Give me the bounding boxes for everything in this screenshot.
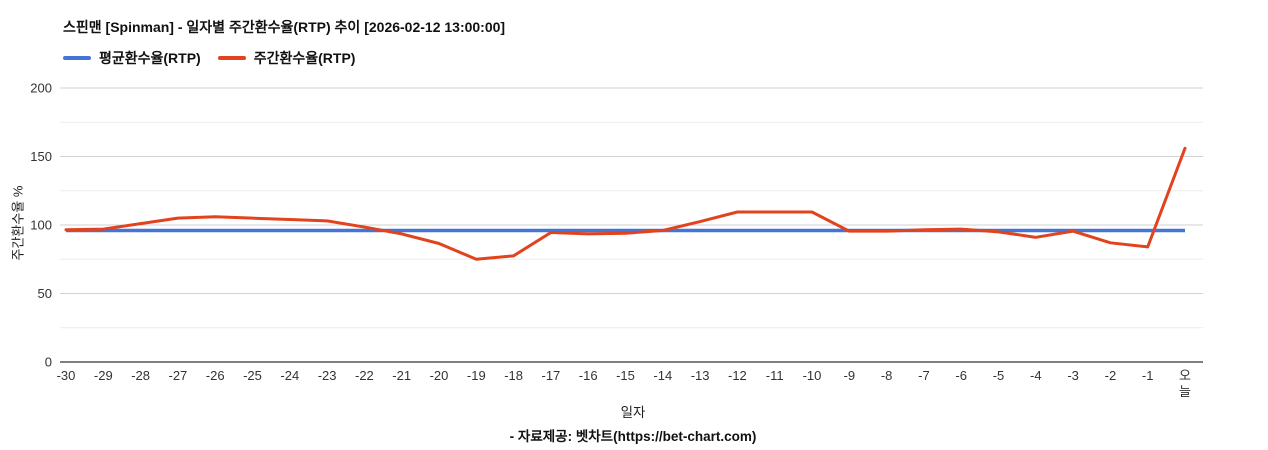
legend-label-weekly-rtp: 주간환수율(RTP) bbox=[253, 50, 356, 66]
x-tick-label: -22 bbox=[355, 368, 374, 383]
x-tick-label: -4 bbox=[1030, 368, 1042, 383]
x-tick-label: -24 bbox=[280, 368, 299, 383]
x-tick-label: -19 bbox=[467, 368, 486, 383]
x-tick-label: -20 bbox=[430, 368, 449, 383]
x-tick-label: -16 bbox=[579, 368, 598, 383]
x-tick-label: -29 bbox=[94, 368, 113, 383]
footer-credit: - 자료제공: 벳차트(https://bet-chart.com) bbox=[509, 429, 757, 444]
y-tick-label: 50 bbox=[38, 286, 52, 301]
x-tick-label: -8 bbox=[881, 368, 893, 383]
x-tick-label: -7 bbox=[918, 368, 930, 383]
x-tick-label: -28 bbox=[131, 368, 150, 383]
x-tick-label: -1 bbox=[1142, 368, 1154, 383]
x-tick-label: -2 bbox=[1105, 368, 1117, 383]
weekly-rtp-line bbox=[64, 146, 1187, 261]
x-tick-label: -3 bbox=[1067, 368, 1079, 383]
x-tick-label: -23 bbox=[318, 368, 337, 383]
x-tick-label: -27 bbox=[169, 368, 188, 383]
legend-item-average-rtp[interactable]: 평균환수율(RTP) bbox=[63, 48, 201, 68]
x-tick-label: -11 bbox=[766, 368, 784, 383]
x-tick-label: -26 bbox=[206, 368, 225, 383]
legend-label-average-rtp: 평균환수율(RTP) bbox=[99, 50, 201, 66]
x-tick-label: -13 bbox=[691, 368, 710, 383]
legend-item-weekly-rtp[interactable]: 주간환수율(RTP) bbox=[217, 48, 356, 68]
x-tick-label: -21 bbox=[392, 368, 411, 383]
x-tick-label: -5 bbox=[993, 368, 1005, 383]
x-tick-label: -25 bbox=[243, 368, 262, 383]
y-tick-label: 200 bbox=[30, 81, 52, 96]
x-tick-label: -30 bbox=[57, 368, 76, 383]
legend: 평균환수율(RTP) 주간환수율(RTP) bbox=[63, 48, 355, 68]
chart-title: 스핀맨 [Spinman] - 일자별 주간환수율(RTP) 추이 [2026-… bbox=[63, 19, 506, 35]
average-line-swatch-icon bbox=[63, 56, 91, 60]
x-tick-label: -10 bbox=[803, 368, 822, 383]
x-tick-label: -18 bbox=[504, 368, 523, 383]
x-tick-label: -14 bbox=[653, 368, 672, 383]
x-tick-label: -6 bbox=[955, 368, 967, 383]
x-tick-label: -12 bbox=[728, 368, 747, 383]
x-tick-label: -15 bbox=[616, 368, 635, 383]
y-tick-label: 0 bbox=[45, 355, 52, 370]
y-tick-label: 150 bbox=[30, 149, 52, 164]
x-tick-label: -9 bbox=[844, 368, 856, 383]
x-axis-title: 일자 bbox=[620, 405, 646, 420]
x-tick-label: -17 bbox=[542, 368, 561, 383]
weekly-line-swatch-icon bbox=[217, 56, 246, 60]
y-tick-label: 100 bbox=[30, 218, 52, 233]
